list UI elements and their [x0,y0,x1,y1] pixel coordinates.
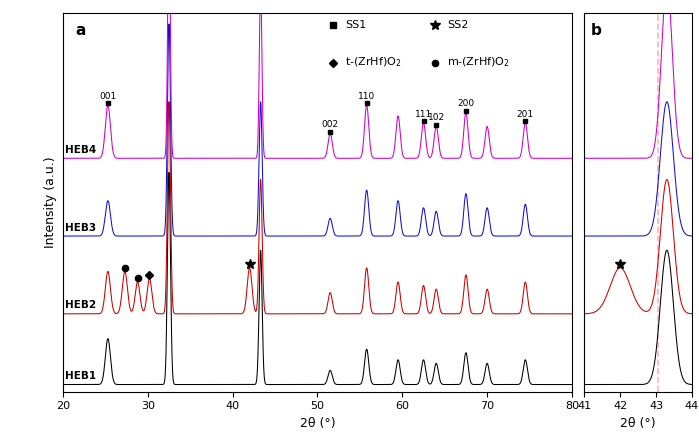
Text: 111: 111 [415,110,432,119]
X-axis label: 2θ (°): 2θ (°) [620,417,656,430]
Text: m-(ZrHf)O$_2$: m-(ZrHf)O$_2$ [447,56,510,69]
Text: 102: 102 [428,113,445,122]
Text: 110: 110 [358,92,375,101]
X-axis label: 2θ (°): 2θ (°) [300,417,336,430]
Text: SS1: SS1 [345,20,367,30]
Text: a: a [75,23,86,38]
Text: HEB1: HEB1 [66,371,96,381]
Text: 001: 001 [99,92,117,101]
Text: b: b [591,23,602,38]
Text: HEB2: HEB2 [66,300,96,310]
Text: SS2: SS2 [447,20,468,30]
Text: HEB4: HEB4 [66,145,96,155]
Y-axis label: Intensity (a.u.): Intensity (a.u.) [44,157,57,248]
Text: 201: 201 [517,110,534,119]
Text: 200: 200 [457,99,475,108]
Text: HEB3: HEB3 [66,222,96,233]
Text: t-(ZrHf)O$_2$: t-(ZrHf)O$_2$ [345,56,402,69]
Text: 002: 002 [322,120,339,129]
